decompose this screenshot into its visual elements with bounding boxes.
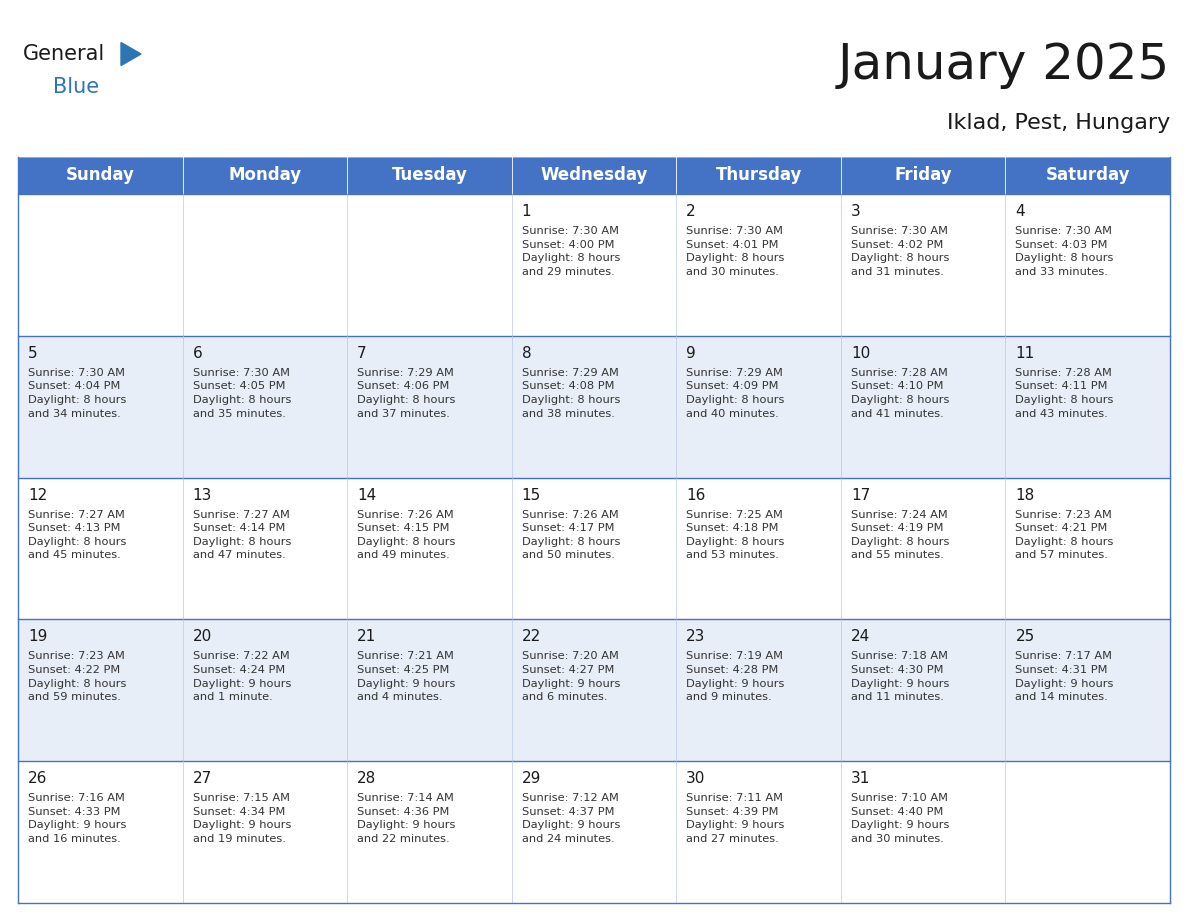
Text: Monday: Monday <box>228 166 302 185</box>
Text: Sunrise: 7:10 AM
Sunset: 4:40 PM
Daylight: 9 hours
and 30 minutes.: Sunrise: 7:10 AM Sunset: 4:40 PM Dayligh… <box>851 793 949 844</box>
Text: 20: 20 <box>192 630 211 644</box>
Text: Sunrise: 7:28 AM
Sunset: 4:10 PM
Daylight: 8 hours
and 41 minutes.: Sunrise: 7:28 AM Sunset: 4:10 PM Dayligh… <box>851 368 949 419</box>
Text: Wednesday: Wednesday <box>541 166 647 185</box>
Text: 4: 4 <box>1016 204 1025 219</box>
Bar <box>18 761 1170 903</box>
Text: General: General <box>23 44 106 64</box>
Text: Thursday: Thursday <box>715 166 802 185</box>
Text: Sunrise: 7:18 AM
Sunset: 4:30 PM
Daylight: 9 hours
and 11 minutes.: Sunrise: 7:18 AM Sunset: 4:30 PM Dayligh… <box>851 652 949 702</box>
Bar <box>18 336 1170 477</box>
Text: 31: 31 <box>851 771 871 786</box>
Text: Sunrise: 7:15 AM
Sunset: 4:34 PM
Daylight: 9 hours
and 19 minutes.: Sunrise: 7:15 AM Sunset: 4:34 PM Dayligh… <box>192 793 291 844</box>
Text: 2: 2 <box>687 204 696 219</box>
Text: 19: 19 <box>29 630 48 644</box>
Text: 21: 21 <box>358 630 377 644</box>
Text: Sunrise: 7:29 AM
Sunset: 4:06 PM
Daylight: 8 hours
and 37 minutes.: Sunrise: 7:29 AM Sunset: 4:06 PM Dayligh… <box>358 368 455 419</box>
Text: Sunrise: 7:30 AM
Sunset: 4:04 PM
Daylight: 8 hours
and 34 minutes.: Sunrise: 7:30 AM Sunset: 4:04 PM Dayligh… <box>29 368 126 419</box>
Text: Sunrise: 7:28 AM
Sunset: 4:11 PM
Daylight: 8 hours
and 43 minutes.: Sunrise: 7:28 AM Sunset: 4:11 PM Dayligh… <box>1016 368 1114 419</box>
Polygon shape <box>121 42 141 65</box>
Bar <box>18 620 1170 761</box>
Text: Sunrise: 7:30 AM
Sunset: 4:03 PM
Daylight: 8 hours
and 33 minutes.: Sunrise: 7:30 AM Sunset: 4:03 PM Dayligh… <box>1016 226 1114 277</box>
Text: Sunrise: 7:17 AM
Sunset: 4:31 PM
Daylight: 9 hours
and 14 minutes.: Sunrise: 7:17 AM Sunset: 4:31 PM Dayligh… <box>1016 652 1114 702</box>
Text: Sunrise: 7:16 AM
Sunset: 4:33 PM
Daylight: 9 hours
and 16 minutes.: Sunrise: 7:16 AM Sunset: 4:33 PM Dayligh… <box>29 793 126 844</box>
Text: 29: 29 <box>522 771 541 786</box>
Text: Sunrise: 7:27 AM
Sunset: 4:13 PM
Daylight: 8 hours
and 45 minutes.: Sunrise: 7:27 AM Sunset: 4:13 PM Dayligh… <box>29 509 126 560</box>
Text: 12: 12 <box>29 487 48 502</box>
Text: 22: 22 <box>522 630 541 644</box>
Text: Sunrise: 7:26 AM
Sunset: 4:17 PM
Daylight: 8 hours
and 50 minutes.: Sunrise: 7:26 AM Sunset: 4:17 PM Dayligh… <box>522 509 620 560</box>
Text: 8: 8 <box>522 346 531 361</box>
Text: Sunrise: 7:29 AM
Sunset: 4:09 PM
Daylight: 8 hours
and 40 minutes.: Sunrise: 7:29 AM Sunset: 4:09 PM Dayligh… <box>687 368 784 419</box>
Text: 7: 7 <box>358 346 367 361</box>
Text: Sunrise: 7:30 AM
Sunset: 4:02 PM
Daylight: 8 hours
and 31 minutes.: Sunrise: 7:30 AM Sunset: 4:02 PM Dayligh… <box>851 226 949 277</box>
Text: 1: 1 <box>522 204 531 219</box>
Text: Iklad, Pest, Hungary: Iklad, Pest, Hungary <box>947 113 1170 133</box>
Text: 10: 10 <box>851 346 870 361</box>
Text: Sunrise: 7:11 AM
Sunset: 4:39 PM
Daylight: 9 hours
and 27 minutes.: Sunrise: 7:11 AM Sunset: 4:39 PM Dayligh… <box>687 793 784 844</box>
Text: Sunrise: 7:27 AM
Sunset: 4:14 PM
Daylight: 8 hours
and 47 minutes.: Sunrise: 7:27 AM Sunset: 4:14 PM Dayligh… <box>192 509 291 560</box>
Text: 26: 26 <box>29 771 48 786</box>
Text: 3: 3 <box>851 204 860 219</box>
Text: Sunrise: 7:19 AM
Sunset: 4:28 PM
Daylight: 9 hours
and 9 minutes.: Sunrise: 7:19 AM Sunset: 4:28 PM Dayligh… <box>687 652 784 702</box>
Text: 25: 25 <box>1016 630 1035 644</box>
Text: Sunrise: 7:30 AM
Sunset: 4:00 PM
Daylight: 8 hours
and 29 minutes.: Sunrise: 7:30 AM Sunset: 4:00 PM Dayligh… <box>522 226 620 277</box>
Text: Sunrise: 7:30 AM
Sunset: 4:01 PM
Daylight: 8 hours
and 30 minutes.: Sunrise: 7:30 AM Sunset: 4:01 PM Dayligh… <box>687 226 784 277</box>
Text: 14: 14 <box>358 487 377 502</box>
Text: Blue: Blue <box>53 77 99 97</box>
Text: Friday: Friday <box>895 166 952 185</box>
Text: Sunrise: 7:23 AM
Sunset: 4:21 PM
Daylight: 8 hours
and 57 minutes.: Sunrise: 7:23 AM Sunset: 4:21 PM Dayligh… <box>1016 509 1114 560</box>
Text: Sunrise: 7:21 AM
Sunset: 4:25 PM
Daylight: 9 hours
and 4 minutes.: Sunrise: 7:21 AM Sunset: 4:25 PM Dayligh… <box>358 652 455 702</box>
Text: 16: 16 <box>687 487 706 502</box>
Text: 30: 30 <box>687 771 706 786</box>
Text: 18: 18 <box>1016 487 1035 502</box>
Text: January 2025: January 2025 <box>838 41 1170 89</box>
Text: 13: 13 <box>192 487 211 502</box>
Text: 24: 24 <box>851 630 870 644</box>
Text: 23: 23 <box>687 630 706 644</box>
Text: Sunrise: 7:29 AM
Sunset: 4:08 PM
Daylight: 8 hours
and 38 minutes.: Sunrise: 7:29 AM Sunset: 4:08 PM Dayligh… <box>522 368 620 419</box>
Bar <box>18 477 1170 620</box>
Text: 11: 11 <box>1016 346 1035 361</box>
Text: 15: 15 <box>522 487 541 502</box>
Text: Saturday: Saturday <box>1045 166 1130 185</box>
Bar <box>18 194 1170 336</box>
Text: Sunrise: 7:24 AM
Sunset: 4:19 PM
Daylight: 8 hours
and 55 minutes.: Sunrise: 7:24 AM Sunset: 4:19 PM Dayligh… <box>851 509 949 560</box>
Bar <box>18 157 1170 194</box>
Text: Tuesday: Tuesday <box>392 166 467 185</box>
Text: Sunrise: 7:23 AM
Sunset: 4:22 PM
Daylight: 8 hours
and 59 minutes.: Sunrise: 7:23 AM Sunset: 4:22 PM Dayligh… <box>29 652 126 702</box>
Text: 6: 6 <box>192 346 202 361</box>
Text: Sunrise: 7:26 AM
Sunset: 4:15 PM
Daylight: 8 hours
and 49 minutes.: Sunrise: 7:26 AM Sunset: 4:15 PM Dayligh… <box>358 509 455 560</box>
Text: 5: 5 <box>29 346 38 361</box>
Text: Sunrise: 7:12 AM
Sunset: 4:37 PM
Daylight: 9 hours
and 24 minutes.: Sunrise: 7:12 AM Sunset: 4:37 PM Dayligh… <box>522 793 620 844</box>
Text: Sunrise: 7:30 AM
Sunset: 4:05 PM
Daylight: 8 hours
and 35 minutes.: Sunrise: 7:30 AM Sunset: 4:05 PM Dayligh… <box>192 368 291 419</box>
Text: Sunrise: 7:14 AM
Sunset: 4:36 PM
Daylight: 9 hours
and 22 minutes.: Sunrise: 7:14 AM Sunset: 4:36 PM Dayligh… <box>358 793 455 844</box>
Text: Sunday: Sunday <box>65 166 134 185</box>
Text: 27: 27 <box>192 771 211 786</box>
Text: Sunrise: 7:22 AM
Sunset: 4:24 PM
Daylight: 9 hours
and 1 minute.: Sunrise: 7:22 AM Sunset: 4:24 PM Dayligh… <box>192 652 291 702</box>
Text: Sunrise: 7:20 AM
Sunset: 4:27 PM
Daylight: 9 hours
and 6 minutes.: Sunrise: 7:20 AM Sunset: 4:27 PM Dayligh… <box>522 652 620 702</box>
Text: Sunrise: 7:25 AM
Sunset: 4:18 PM
Daylight: 8 hours
and 53 minutes.: Sunrise: 7:25 AM Sunset: 4:18 PM Dayligh… <box>687 509 784 560</box>
Text: 17: 17 <box>851 487 870 502</box>
Text: 9: 9 <box>687 346 696 361</box>
Text: 28: 28 <box>358 771 377 786</box>
